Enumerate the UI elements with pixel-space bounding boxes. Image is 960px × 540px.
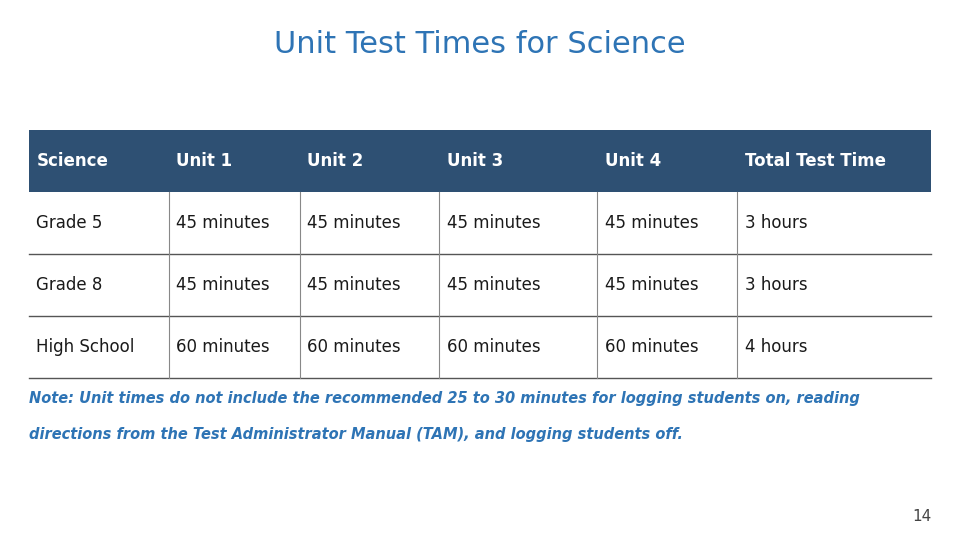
Bar (29, 254, 931, 316)
Text: Unit Test Times for Science: Unit Test Times for Science (275, 30, 685, 59)
Text: Grade 8: Grade 8 (36, 276, 103, 294)
Text: High School: High School (36, 338, 134, 356)
Text: 60 minutes: 60 minutes (307, 338, 401, 356)
Text: 3 hours: 3 hours (745, 214, 807, 232)
Text: Unit 1: Unit 1 (177, 152, 232, 170)
Text: Grade 5: Grade 5 (36, 214, 103, 232)
Text: 45 minutes: 45 minutes (447, 276, 540, 294)
Text: 14: 14 (912, 509, 931, 524)
Text: 45 minutes: 45 minutes (177, 214, 270, 232)
Text: Unit 2: Unit 2 (307, 152, 364, 170)
Text: 60 minutes: 60 minutes (447, 338, 540, 356)
Bar (29, 316, 931, 378)
Text: Unit 4: Unit 4 (605, 152, 661, 170)
Bar (29, 192, 931, 254)
Bar (29, 130, 931, 192)
Text: 45 minutes: 45 minutes (605, 214, 699, 232)
Text: Unit 3: Unit 3 (447, 152, 503, 170)
Text: 45 minutes: 45 minutes (177, 276, 270, 294)
Text: Science: Science (36, 152, 108, 170)
Text: Total Test Time: Total Test Time (745, 152, 886, 170)
Text: Note: Unit times do not include the recommended 25 to 30 minutes for logging stu: Note: Unit times do not include the reco… (29, 392, 859, 407)
Text: 45 minutes: 45 minutes (447, 214, 540, 232)
Text: 60 minutes: 60 minutes (177, 338, 270, 356)
Text: 45 minutes: 45 minutes (605, 276, 699, 294)
Text: 60 minutes: 60 minutes (605, 338, 699, 356)
Text: 4 hours: 4 hours (745, 338, 807, 356)
Text: 45 minutes: 45 minutes (307, 214, 401, 232)
Text: 3 hours: 3 hours (745, 276, 807, 294)
Text: directions from the Test Administrator Manual (TAM), and logging students off.: directions from the Test Administrator M… (29, 427, 683, 442)
Text: 45 minutes: 45 minutes (307, 276, 401, 294)
